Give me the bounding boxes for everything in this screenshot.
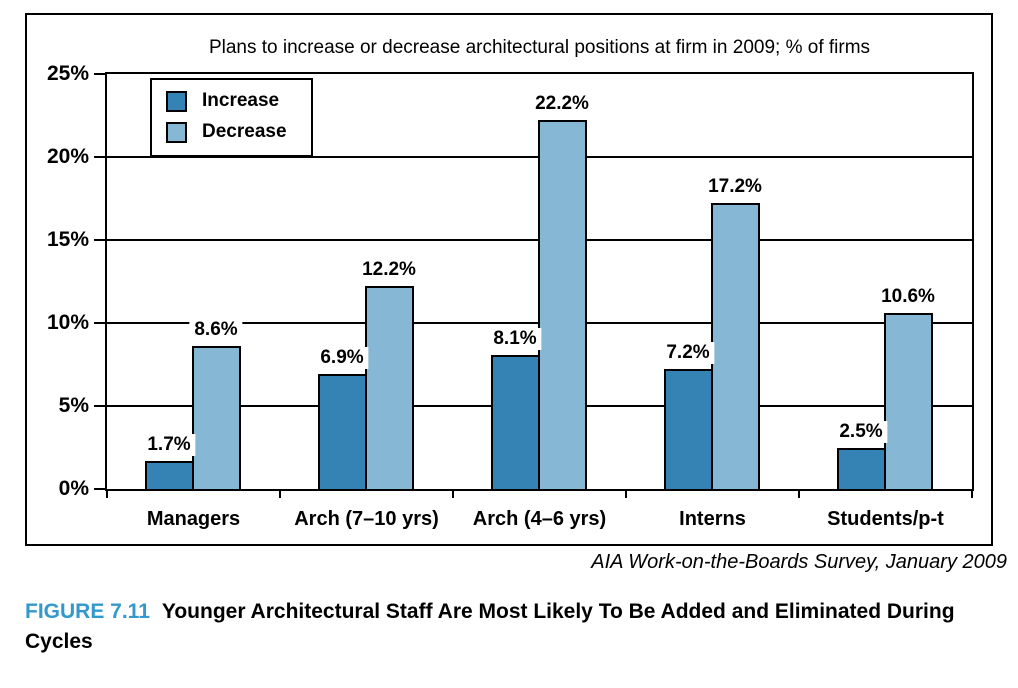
bar-decrease xyxy=(537,120,587,489)
bar-increase xyxy=(490,354,540,489)
value-label-increase: 7.2% xyxy=(661,342,715,365)
bar-decrease xyxy=(883,313,933,489)
legend-label: Increase xyxy=(202,90,280,111)
x-axis-label: Students/p-t xyxy=(827,508,944,530)
x-axis-label: Interns xyxy=(679,508,746,530)
category-group: 6.9% 12.2% Arch (7–10 yrs) xyxy=(280,74,453,530)
value-label-decrease: 17.2% xyxy=(703,176,767,199)
value-label-decrease: 22.2% xyxy=(530,93,594,116)
y-axis-tick xyxy=(94,488,107,490)
chart-frame: Plans to increase or decrease architectu… xyxy=(25,13,993,546)
category-group: 2.5% 10.6% Students/p-t xyxy=(799,74,972,530)
plot-area: Increase Decrease 25% 20% 15% 10% 5% 0% 1.7% 8.6… xyxy=(47,62,974,530)
increase-swatch-icon xyxy=(166,90,187,112)
bar-decrease xyxy=(710,203,760,489)
value-label-decrease: 8.6% xyxy=(189,319,243,342)
y-axis-tick-label: 10% xyxy=(46,311,89,334)
x-axis-tick xyxy=(279,489,281,498)
x-axis-tick xyxy=(452,489,454,498)
x-axis-tick xyxy=(106,489,108,498)
bar-increase xyxy=(836,447,886,489)
bar-decrease xyxy=(364,286,414,489)
x-axis-tick xyxy=(798,489,800,498)
decrease-swatch-icon xyxy=(166,121,187,143)
value-label-increase: 6.9% xyxy=(315,347,369,370)
y-axis-tick xyxy=(94,73,107,75)
figure-number: FIGURE 7.11 xyxy=(25,600,150,623)
source-credit: AIA Work-on-the-Boards Survey, January 2… xyxy=(591,551,1007,573)
value-label-decrease: 10.6% xyxy=(876,286,940,309)
chart-legend: Increase Decrease xyxy=(150,78,313,157)
y-axis-tick-label: 20% xyxy=(46,145,89,168)
value-label-decrease: 12.2% xyxy=(357,259,421,282)
category-group: 8.1% 22.2% Arch (4–6 yrs) xyxy=(453,74,626,530)
legend-label: Decrease xyxy=(202,121,287,142)
legend-item-increase: Increase xyxy=(166,90,287,112)
y-axis-tick xyxy=(94,239,107,241)
y-axis-tick xyxy=(94,156,107,158)
y-axis-tick-label: 0% xyxy=(58,477,89,500)
legend-item-decrease: Decrease xyxy=(166,121,287,143)
x-axis-label: Arch (4–6 yrs) xyxy=(472,508,607,530)
bar-increase xyxy=(317,374,367,489)
value-label-increase: 8.1% xyxy=(488,327,542,350)
chart-title: Plans to increase or decrease architectu… xyxy=(208,37,871,58)
y-axis-tick xyxy=(94,405,107,407)
y-axis-tick-label: 15% xyxy=(46,228,89,251)
y-axis-tick-label: 5% xyxy=(58,394,89,417)
value-label-increase: 2.5% xyxy=(834,420,888,443)
x-axis-label: Arch (7–10 yrs) xyxy=(294,508,439,530)
y-axis-tick-label: 25% xyxy=(46,62,89,85)
category-group: 1.7% 8.6% Managers xyxy=(107,74,280,530)
bar-increase xyxy=(663,369,713,489)
bar-decrease xyxy=(191,346,241,489)
figure-title: Younger Architectural Staff Are Most Lik… xyxy=(25,600,955,654)
category-group: 7.2% 17.2% Interns xyxy=(626,74,799,530)
figure-caption: FIGURE 7.11 Younger Architectural Staff A… xyxy=(25,597,990,658)
bar-increase xyxy=(144,460,194,489)
value-label-increase: 1.7% xyxy=(142,433,196,456)
x-axis-tick xyxy=(971,489,973,498)
x-axis-tick xyxy=(625,489,627,498)
x-axis-label: Managers xyxy=(146,508,241,530)
y-axis-tick xyxy=(94,322,107,324)
